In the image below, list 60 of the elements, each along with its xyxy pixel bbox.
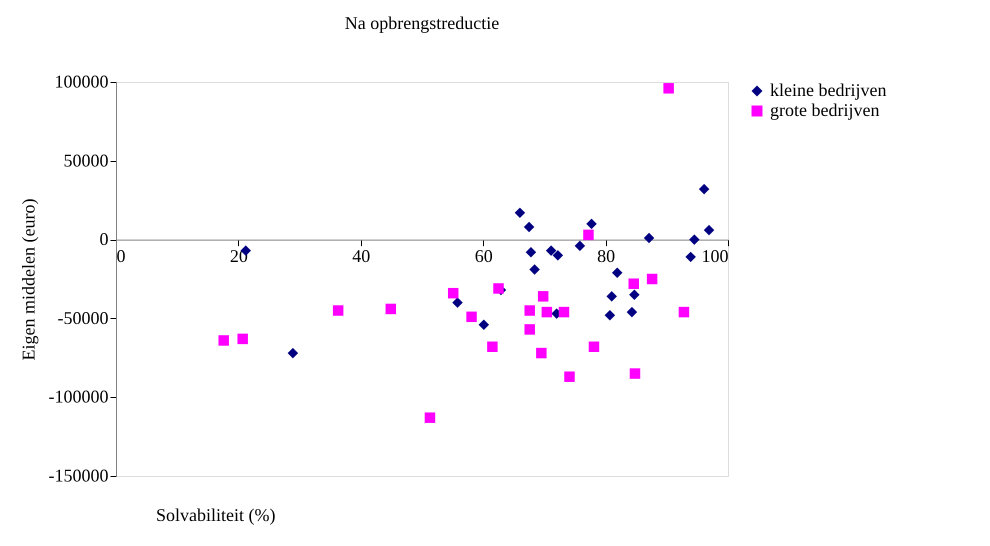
point	[542, 306, 552, 318]
x-tick-label: 60	[474, 246, 493, 266]
point	[524, 222, 534, 232]
point	[626, 306, 638, 318]
point	[514, 208, 526, 218]
point	[689, 234, 700, 245]
x-tick-label: 80	[597, 246, 616, 266]
point	[685, 252, 696, 262]
x-tick-label: 40	[352, 246, 370, 266]
y-axis-title: Eigen middelen (euro)	[18, 198, 39, 360]
legend-label: kleine bedrijven	[770, 80, 886, 100]
point	[606, 291, 617, 302]
point	[529, 264, 540, 275]
point	[218, 335, 229, 346]
point	[663, 83, 674, 94]
point	[332, 305, 344, 316]
point	[644, 232, 654, 244]
point	[704, 224, 714, 236]
y-tick-label: 0	[100, 229, 108, 250]
point	[466, 312, 477, 322]
point	[630, 368, 640, 379]
point	[678, 306, 690, 318]
point	[698, 184, 710, 194]
point	[586, 218, 597, 230]
point	[552, 250, 564, 261]
point	[526, 246, 536, 258]
chart-title: Na opbrengstreductie	[344, 13, 500, 33]
point	[536, 348, 547, 358]
x-tick-label: 0	[116, 246, 126, 266]
point	[386, 304, 396, 314]
point	[558, 306, 570, 318]
point	[448, 288, 458, 298]
point	[646, 274, 658, 284]
y-tick-label: -150000	[48, 466, 108, 486]
point	[493, 283, 504, 294]
point	[629, 290, 640, 300]
point	[478, 319, 490, 330]
point	[574, 240, 586, 252]
point	[538, 291, 548, 302]
point	[487, 342, 498, 352]
point	[564, 371, 575, 382]
y-tick-label: 50000	[64, 150, 108, 170]
y-tick-label: -100000	[48, 386, 108, 407]
x-axis-title: Solvabiliteit (%)	[156, 505, 276, 525]
point	[524, 324, 535, 335]
point	[628, 278, 639, 289]
point	[546, 245, 556, 256]
legend-label: grote bedrijven	[770, 100, 880, 120]
y-tick-label: -50000	[58, 308, 108, 328]
point	[604, 310, 616, 320]
point	[452, 297, 463, 308]
point	[612, 267, 622, 278]
point	[588, 342, 600, 352]
point	[524, 305, 535, 316]
point	[288, 348, 298, 358]
point	[583, 230, 594, 240]
x-tick-label: 100	[702, 246, 728, 266]
point	[424, 412, 436, 423]
y-tick-label: 100000	[54, 72, 108, 92]
point	[237, 334, 248, 344]
